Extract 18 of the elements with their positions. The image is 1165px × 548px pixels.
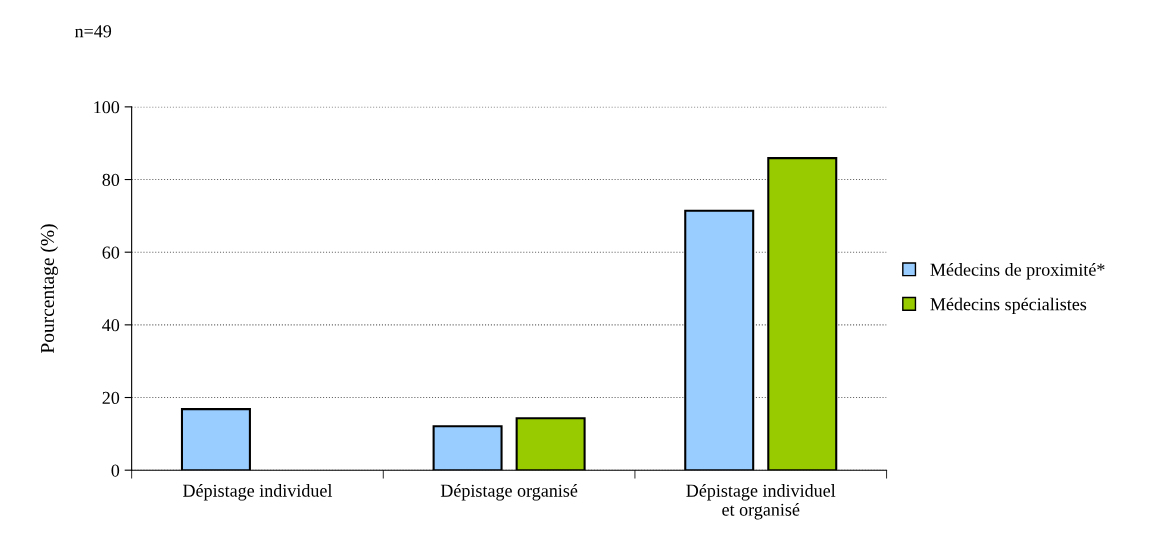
- legend-label: Médecins spécialistes: [930, 297, 1087, 315]
- bar: [684, 209, 755, 471]
- bar: [180, 408, 251, 471]
- y-tick-label: 100: [94, 101, 120, 114]
- x-tick-label: Dépistage organisé: [440, 484, 578, 501]
- bar: [767, 157, 838, 471]
- y-tick-label: 80: [102, 173, 120, 186]
- bar: [515, 417, 586, 471]
- y-tick-label: 60: [102, 246, 120, 259]
- y-tick-label: 0: [111, 464, 120, 477]
- y-tick-label: 20: [102, 391, 120, 404]
- legend-label: Médecins de proximité*: [930, 263, 1105, 280]
- text: n=49: [74, 25, 112, 38]
- y-axis-title: Pourcentage (%): [40, 224, 59, 354]
- x-tick-label: Dépistage individuel: [183, 484, 333, 501]
- x-tick-label: Dépistage individuel et organisé: [686, 484, 836, 520]
- y-tick-label: 40: [102, 319, 120, 332]
- bar: [432, 425, 503, 471]
